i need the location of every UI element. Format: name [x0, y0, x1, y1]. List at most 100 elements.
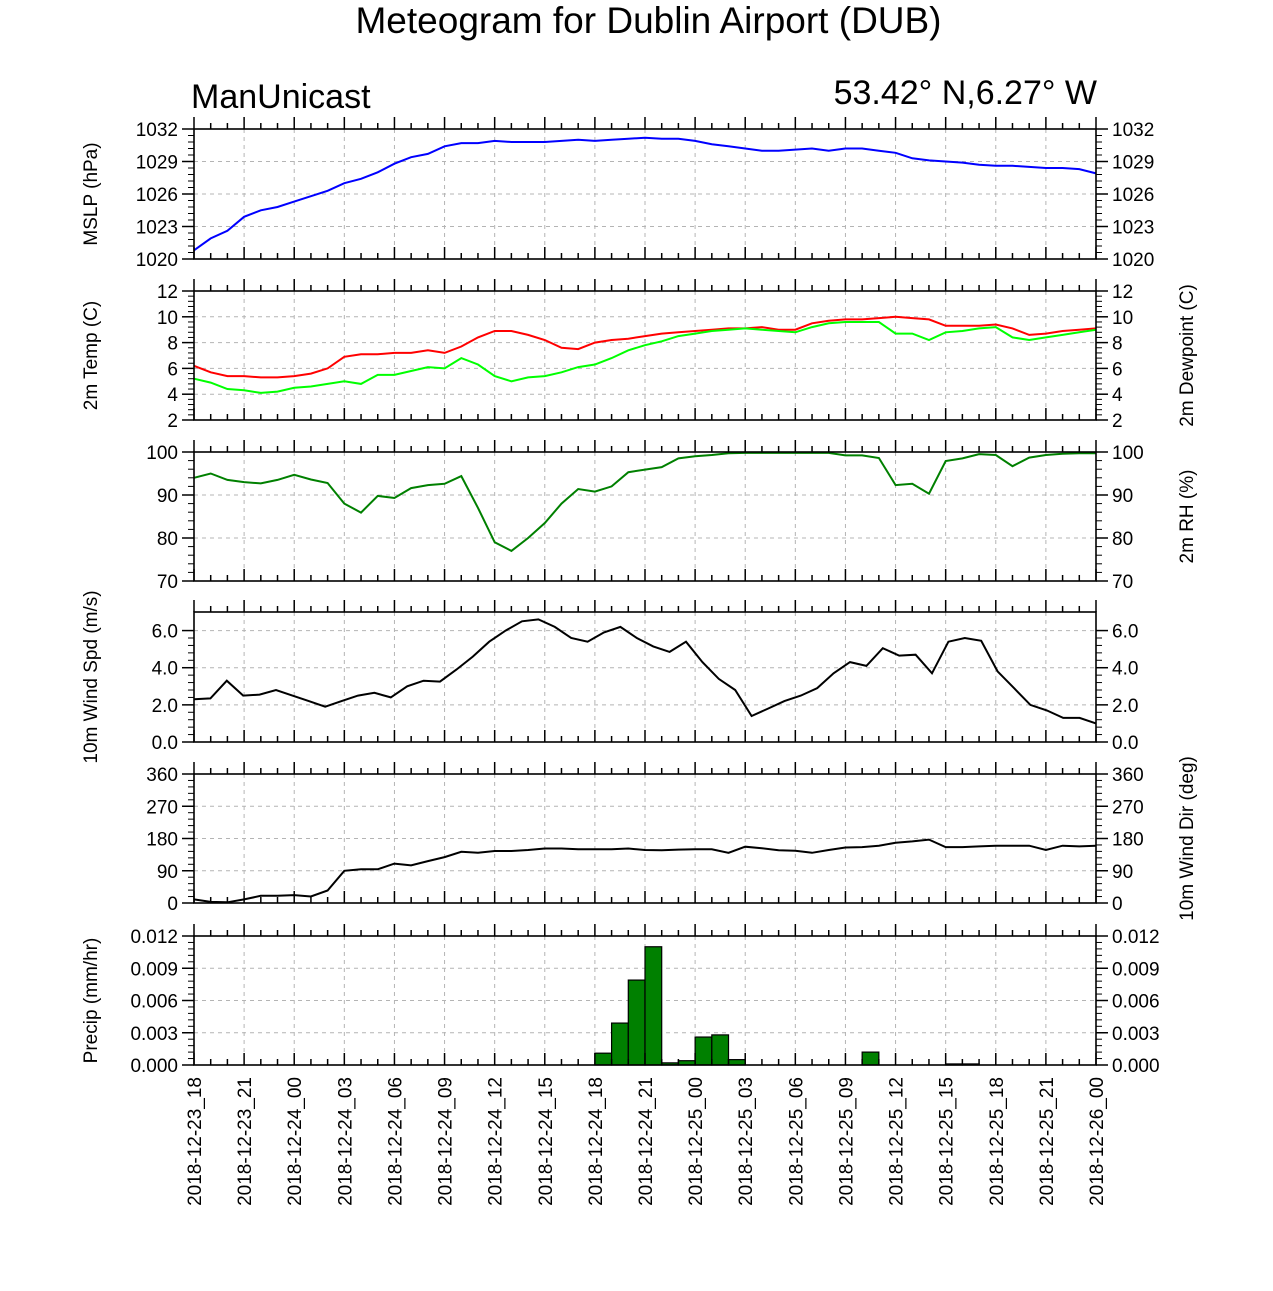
y-axis-label-right: 2m Dewpoint (C) — [1177, 284, 1198, 427]
series-line-1 — [193, 618, 1097, 725]
y-tick-label-right: 100 — [1112, 443, 1144, 464]
precip-bar — [594, 1052, 613, 1066]
y-axis-label-left: MSLP (hPa) — [81, 142, 102, 245]
y-tick-label-left: 8 — [167, 334, 178, 355]
y-tick-label-left: 12 — [157, 282, 178, 303]
panel-3: 70 70 80 80 90 90 100 100 2m RH (%) — [146, 440, 1198, 593]
x-tick-label: 2018-12-23_21 — [235, 1077, 256, 1206]
x-tick-label: 2018-12-24_21 — [636, 1077, 657, 1206]
y-tick-label-right: 180 — [1112, 830, 1144, 851]
y-tick-label-left: 0.000 — [130, 1056, 178, 1077]
x-tick-label: 2018-12-25_15 — [937, 1077, 958, 1206]
y-tick-label-right: 270 — [1112, 797, 1144, 818]
y-tick-label-left: 1029 — [136, 153, 178, 174]
x-tick-label: 2018-12-26_00 — [1087, 1077, 1108, 1206]
x-tick-label: 2018-12-25_06 — [786, 1077, 807, 1206]
y-tick-label-left: 0.006 — [130, 992, 178, 1013]
y-tick-label-right: 1023 — [1112, 218, 1154, 239]
y-tick-label-right: 12 — [1112, 282, 1133, 303]
y-tick-label-left: 80 — [157, 529, 178, 550]
station-coordinates: 53.42° N,6.27° W — [833, 74, 1097, 112]
x-tick-label: 2018-12-24_12 — [486, 1077, 507, 1206]
y-tick-label-left: 2 — [167, 411, 178, 432]
y-tick-label-left: 90 — [157, 486, 178, 507]
x-tick-label: 2018-12-24_00 — [285, 1077, 306, 1206]
x-tick-label: 2018-12-24_09 — [436, 1077, 457, 1206]
x-tick-label: 2018-12-25_18 — [987, 1077, 1008, 1206]
y-tick-label-right: 2 — [1112, 411, 1123, 432]
x-tick-label: 2018-12-24_18 — [586, 1077, 607, 1206]
y-tick-label-right: 4 — [1112, 385, 1123, 406]
y-tick-label-left: 6.0 — [152, 622, 178, 643]
precip-bar — [644, 946, 663, 1066]
panel-4: 0.0 0.0 2.0 2.0 4.0 4.0 6.0 6.0 10m Wind Spd (m/… — [81, 590, 1138, 763]
y-axis-label-right: 10m Wind Dir (deg) — [1177, 756, 1198, 921]
y-tick-label-right: 1020 — [1112, 250, 1154, 271]
y-tick-label-right: 4.0 — [1112, 659, 1138, 680]
precip-bar — [610, 1022, 629, 1066]
x-tick-label: 2018-12-25_00 — [686, 1077, 707, 1206]
y-tick-label-right: 0.000 — [1112, 1056, 1160, 1077]
precip-bar — [711, 1034, 730, 1066]
y-tick-label-left: 360 — [146, 765, 178, 786]
series-line-1 — [193, 451, 1096, 553]
y-tick-label-left: 10 — [157, 308, 178, 329]
precip-bar — [727, 1059, 746, 1066]
y-axis-label-left: 10m Wind Spd (m/s) — [81, 590, 102, 763]
x-tick-label: 2018-12-23_18 — [185, 1077, 206, 1206]
series-line-1 — [193, 136, 1097, 252]
panel-1: 1020 1020 1023 1023 1026 1026 1029 1029 1032 1032… — [81, 117, 1154, 271]
y-tick-label-right: 90 — [1112, 486, 1133, 507]
y-tick-label-right: 360 — [1112, 765, 1144, 786]
precip-bar — [694, 1036, 713, 1066]
y-tick-label-right: 0.006 — [1112, 992, 1160, 1013]
y-tick-label-right: 1026 — [1112, 185, 1154, 206]
chart-title: Meteogram for Dublin Airport (DUB) — [355, 0, 942, 41]
y-tick-label-right: 1029 — [1112, 153, 1154, 174]
y-tick-label-left: 4.0 — [152, 659, 178, 680]
x-tick-label: 2018-12-25_12 — [887, 1077, 908, 1206]
y-tick-label-right: 90 — [1112, 862, 1133, 883]
panel-2: 2 2 4 4 6 6 8 8 10 10 12 12 2m Temp (C) 2m Dewpoint (… — [81, 279, 1198, 432]
y-tick-label-left: 90 — [157, 862, 178, 883]
y-axis-label-right: 2m RH (%) — [1177, 470, 1198, 564]
y-tick-label-right: 6.0 — [1112, 622, 1138, 643]
y-tick-label-right: 2.0 — [1112, 696, 1138, 717]
y-tick-label-left: 1032 — [136, 120, 178, 141]
y-tick-label-left: 100 — [146, 443, 178, 464]
y-tick-label-left: 6 — [167, 359, 178, 380]
y-tick-label-left: 70 — [157, 572, 178, 593]
y-axis-label-left: 2m Temp (C) — [81, 301, 102, 410]
y-tick-label-left: 0.0 — [152, 733, 178, 754]
y-tick-label-right: 6 — [1112, 359, 1123, 380]
y-tick-label-right: 0.003 — [1112, 1024, 1160, 1045]
x-tick-label: 2018-12-24_06 — [385, 1077, 406, 1206]
series-line-1 — [193, 838, 1097, 904]
y-tick-label-left: 0.003 — [130, 1024, 178, 1045]
panel-5: 0 0 90 90 180 180 270 270 360 360 10m Wind Dir (de… — [146, 756, 1198, 921]
model-name: ManUnicast — [191, 78, 371, 116]
y-tick-label-right: 10 — [1112, 308, 1133, 329]
y-tick-label-left: 1026 — [136, 185, 178, 206]
panel-6: 0.000 0.000 0.003 0.003 0.006 0.006 0.009 0.009… — [81, 924, 1160, 1077]
y-tick-label-right: 0 — [1112, 894, 1123, 915]
y-tick-label-left: 0 — [167, 894, 178, 915]
y-tick-label-left: 1020 — [136, 250, 178, 271]
y-tick-label-left: 0.009 — [130, 959, 178, 980]
series-line-2 — [193, 321, 1097, 394]
x-tick-label: 2018-12-25_03 — [736, 1077, 757, 1206]
y-tick-label-left: 180 — [146, 830, 178, 851]
y-tick-label-right: 70 — [1112, 572, 1133, 593]
y-tick-label-left: 4 — [167, 385, 178, 406]
y-tick-label-left: 0.012 — [130, 927, 178, 948]
y-tick-label-right: 80 — [1112, 529, 1133, 550]
y-tick-label-left: 1023 — [136, 218, 178, 239]
y-tick-label-right: 0.012 — [1112, 927, 1160, 948]
x-tick-label: 2018-12-24_03 — [335, 1077, 356, 1206]
y-tick-label-left: 270 — [146, 797, 178, 818]
x-tick-label: 2018-12-25_21 — [1037, 1077, 1058, 1206]
y-tick-label-right: 0.009 — [1112, 959, 1160, 980]
y-tick-label-left: 2.0 — [152, 696, 178, 717]
y-tick-label-right: 1032 — [1112, 120, 1154, 141]
